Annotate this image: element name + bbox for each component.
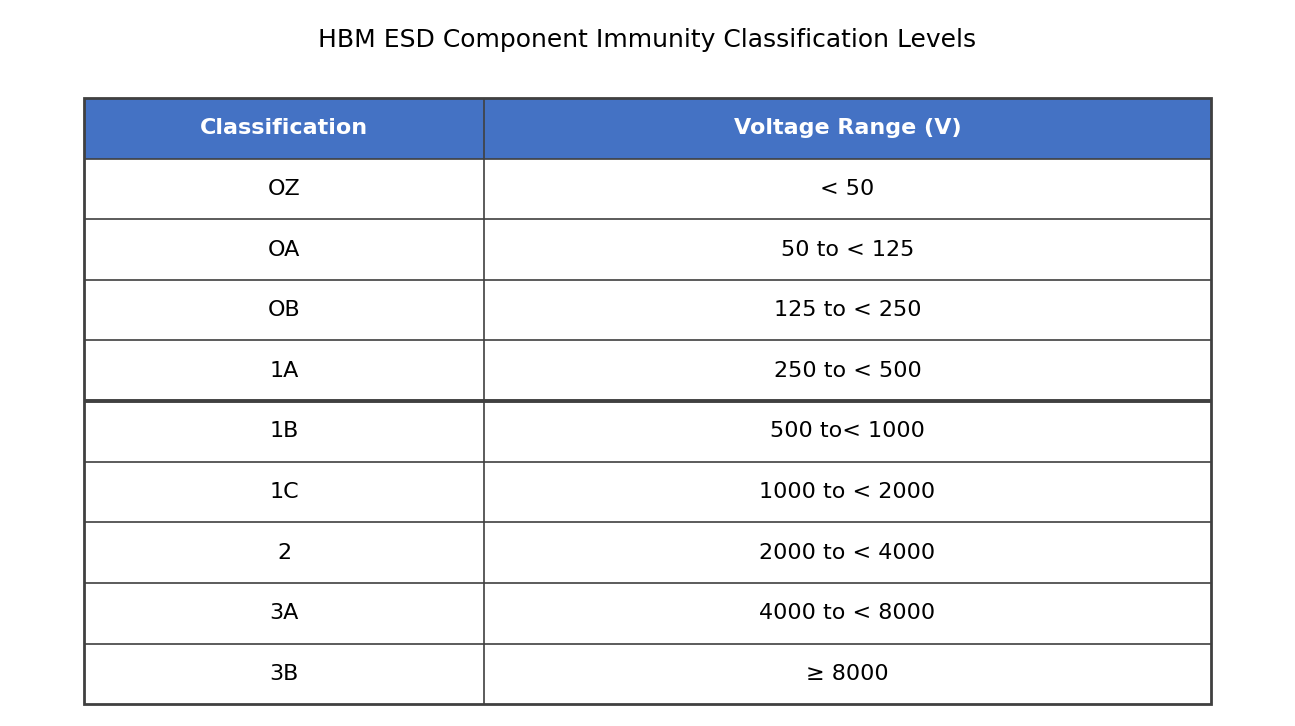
Bar xyxy=(84,583,1211,643)
Text: HBM ESD Component Immunity Classification Levels: HBM ESD Component Immunity Classificatio… xyxy=(319,28,976,52)
Text: 2: 2 xyxy=(277,542,291,563)
Bar xyxy=(84,643,1211,704)
Text: Classification: Classification xyxy=(201,118,368,139)
Bar xyxy=(84,280,1211,340)
Text: OZ: OZ xyxy=(268,179,300,199)
Text: OB: OB xyxy=(268,300,300,320)
Text: < 50: < 50 xyxy=(820,179,874,199)
Text: OA: OA xyxy=(268,240,300,260)
Text: 500 to< 1000: 500 to< 1000 xyxy=(771,421,925,441)
Text: 4000 to < 8000: 4000 to < 8000 xyxy=(759,603,935,624)
Text: 125 to < 250: 125 to < 250 xyxy=(773,300,921,320)
Text: 1A: 1A xyxy=(269,361,299,381)
Text: 50 to < 125: 50 to < 125 xyxy=(781,240,914,260)
Bar xyxy=(84,158,1211,219)
Text: 3A: 3A xyxy=(269,603,299,624)
Text: 2000 to < 4000: 2000 to < 4000 xyxy=(759,542,935,563)
Bar xyxy=(84,401,1211,462)
Text: 1C: 1C xyxy=(269,482,299,502)
Text: 250 to < 500: 250 to < 500 xyxy=(773,361,921,381)
Text: 3B: 3B xyxy=(269,664,299,684)
Text: 1B: 1B xyxy=(269,421,299,441)
Text: Voltage Range (V): Voltage Range (V) xyxy=(734,118,961,139)
Bar xyxy=(84,98,1211,158)
Bar xyxy=(84,340,1211,401)
Bar xyxy=(84,522,1211,583)
Bar xyxy=(84,219,1211,280)
Text: ≥ 8000: ≥ 8000 xyxy=(807,664,888,684)
Bar xyxy=(84,98,1211,704)
Text: 1000 to < 2000: 1000 to < 2000 xyxy=(759,482,935,502)
Bar xyxy=(84,462,1211,522)
